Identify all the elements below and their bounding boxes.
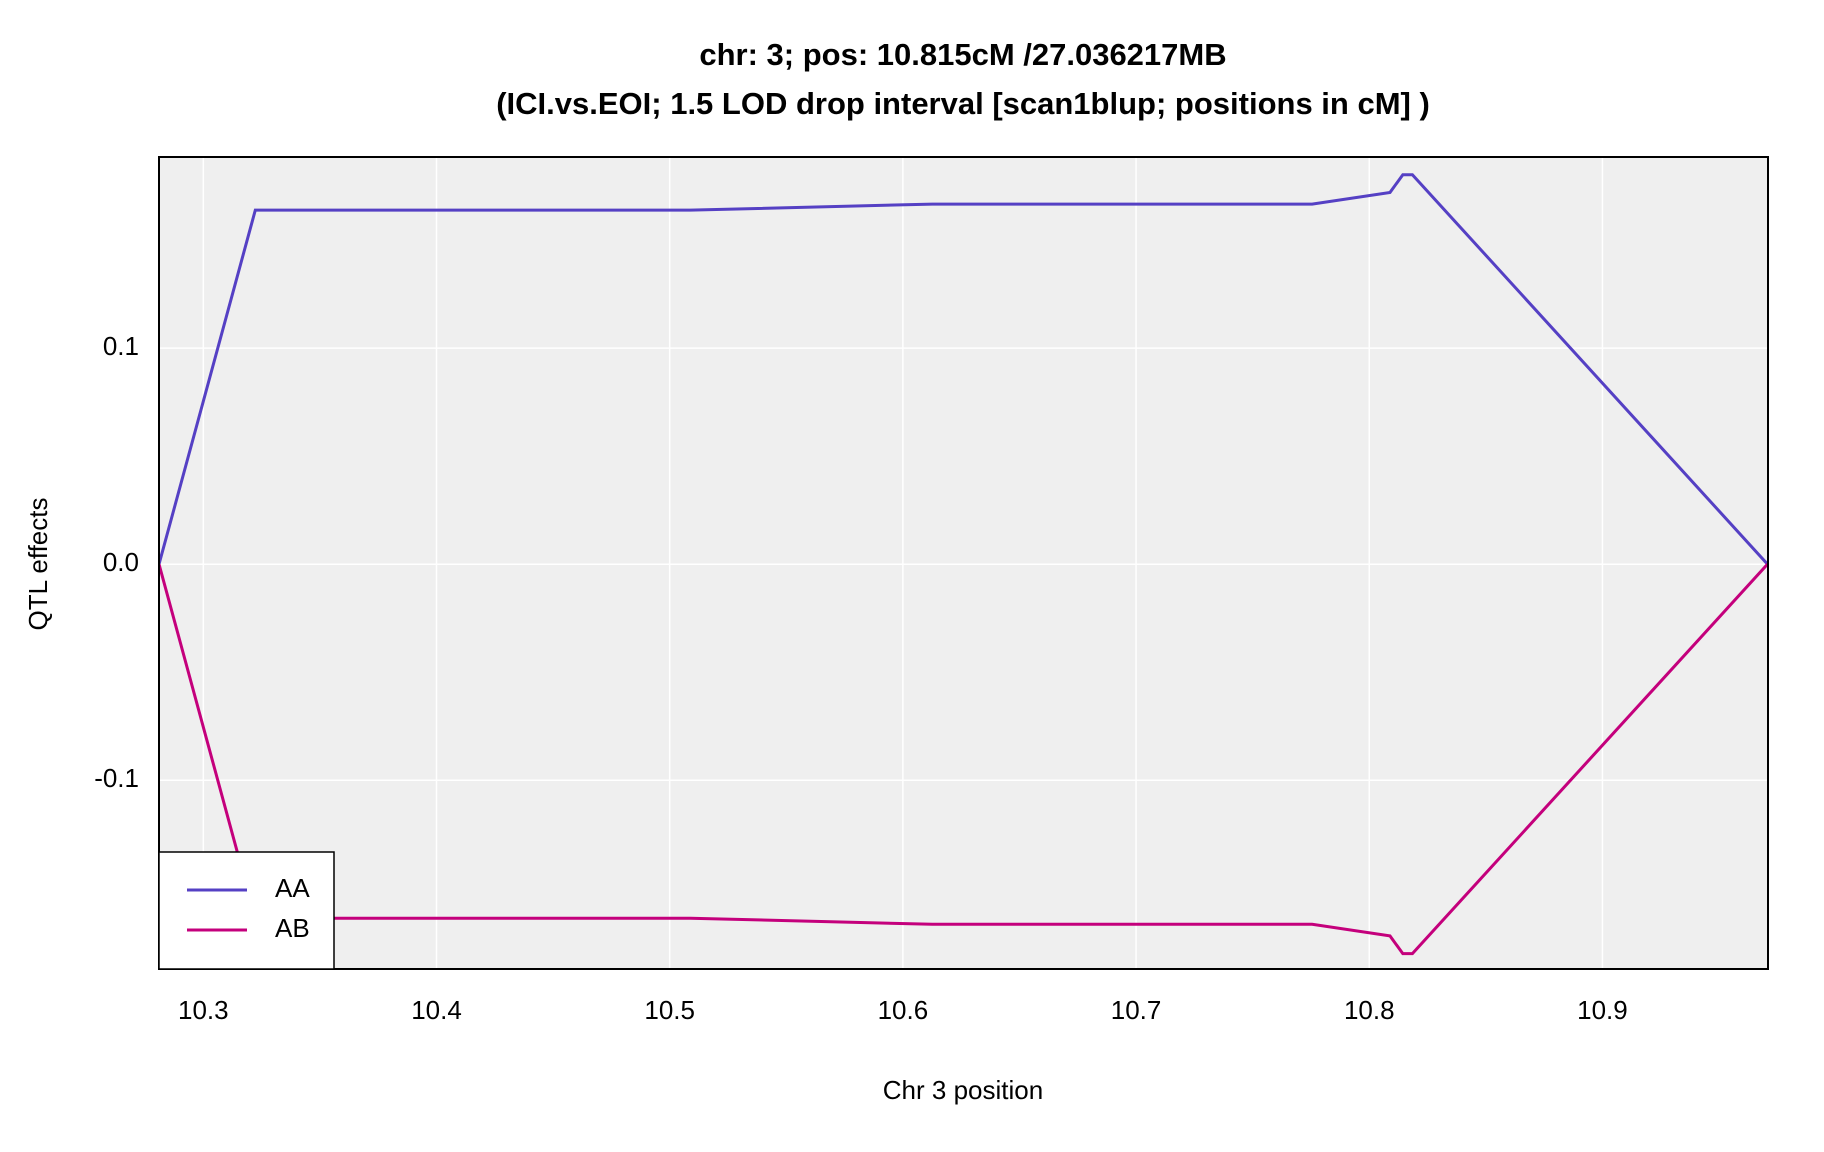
chart-subtitle: (ICI.vs.EOI; 1.5 LOD drop interval [scan… [496,86,1430,121]
x-tick-label: 10.3 [178,995,229,1025]
legend-label: AB [275,913,310,943]
legend-box [158,851,335,970]
y-tick-label: -0.1 [94,763,139,793]
x-tick-label: 10.7 [1111,995,1162,1025]
series-line [159,173,1768,566]
x-tick-label: 10.9 [1577,995,1628,1025]
legend-label: AA [275,873,310,903]
y-axis-label: QTL effects [23,498,53,631]
chart-title: chr: 3; pos: 10.815cM /27.036217MB [699,37,1226,72]
series-line [159,563,1768,956]
x-axis-label: Chr 3 position [883,1075,1043,1105]
x-tick-label: 10.6 [878,995,929,1025]
plot-frame [158,156,1769,970]
x-tick-label: 10.4 [411,995,462,1025]
y-tick-label: 0.1 [103,331,139,361]
x-tick-label: 10.5 [644,995,695,1025]
legend: AA AB [158,851,335,970]
y-tick-label: 0.0 [103,547,139,577]
plot-background [159,157,1768,969]
x-tick-label: 10.8 [1344,995,1395,1025]
